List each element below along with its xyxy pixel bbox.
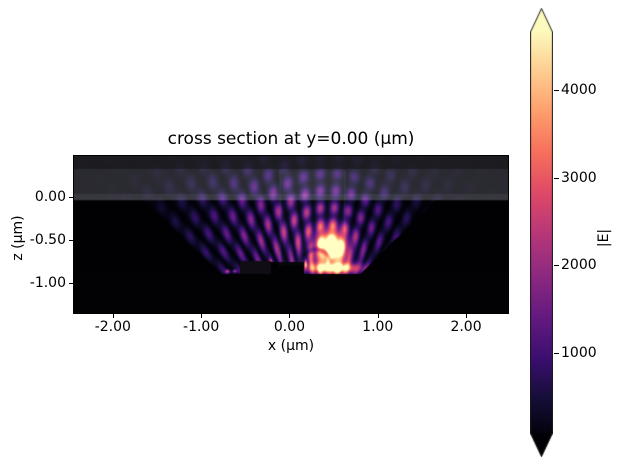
x-tick-mark xyxy=(466,314,468,318)
colorbar xyxy=(530,8,553,457)
x-tick-label: 2.00 xyxy=(450,319,482,335)
y-tick-mark xyxy=(69,282,73,284)
colorbar-tick-label: 4000 xyxy=(561,81,597,98)
colorbar-tick-mark xyxy=(554,353,559,355)
y-tick-label: -0.50 xyxy=(29,231,66,248)
y-tick-mark xyxy=(69,196,73,198)
plot-title: cross section at y=0.00 (μm) xyxy=(167,129,415,149)
y-tick-label: 0.00 xyxy=(34,188,66,205)
colorbar-tick-label: 2000 xyxy=(561,257,597,274)
colorbar-tick-mark xyxy=(554,89,559,91)
axes-frame xyxy=(73,155,509,314)
x-tick-label: -2.00 xyxy=(94,319,131,335)
x-tick-label: -1.00 xyxy=(183,319,220,335)
colorbar-tick-label: 1000 xyxy=(561,345,597,362)
colorbar-label: |E| xyxy=(596,228,612,248)
x-tick-mark xyxy=(112,314,114,318)
x-tick-mark xyxy=(201,314,203,318)
colorbar-tick-mark xyxy=(554,265,559,267)
colorbar-tick-mark xyxy=(554,177,559,179)
heatmap-canvas xyxy=(74,156,508,313)
y-tick-mark xyxy=(69,239,73,241)
x-tick-mark xyxy=(289,314,291,318)
colorbar-tick-label: 3000 xyxy=(561,169,597,186)
x-tick-mark xyxy=(377,314,379,318)
y-tick-label: -1.00 xyxy=(29,274,66,291)
x-tick-label: 0.00 xyxy=(273,319,306,335)
x-tick-label: 1.00 xyxy=(362,319,394,335)
x-axis-label: x (μm) xyxy=(267,338,315,354)
